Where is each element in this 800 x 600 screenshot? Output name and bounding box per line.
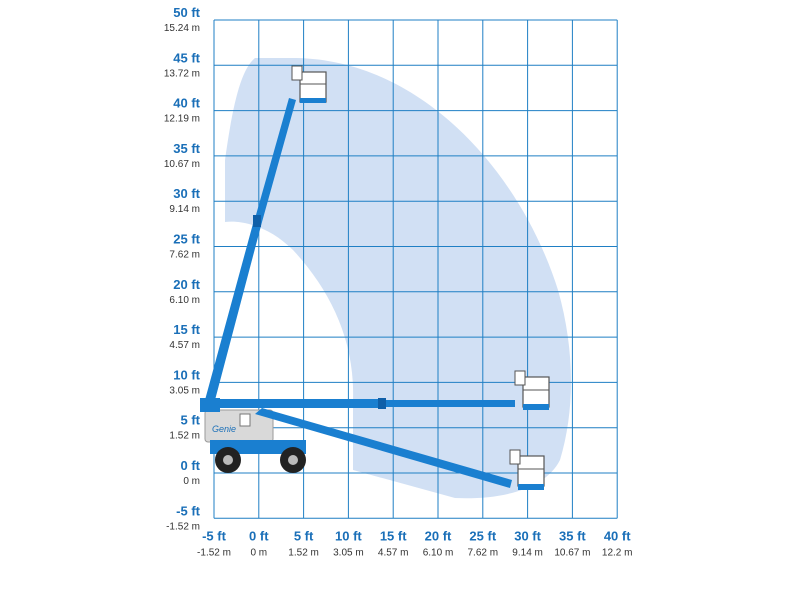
- boom-raised-upper-section: [254, 98, 296, 222]
- platform-horizontal-floor: [523, 404, 549, 410]
- chassis-panel: [239, 413, 251, 427]
- x-tick-label-ft: 30 ft: [514, 528, 541, 543]
- boom-horizontal: [205, 398, 515, 409]
- y-tick-label-m: 12.19 m: [164, 114, 200, 125]
- boom-horizontal-joint: [378, 398, 386, 409]
- y-tick-label-m: 15.24 m: [164, 23, 200, 34]
- platform-top: [291, 65, 327, 103]
- y-tick-label-m: 7.62 m: [169, 250, 200, 261]
- platform-lowered-basket: [517, 455, 545, 487]
- x-tick-label-m: 1.52 m: [288, 547, 319, 558]
- y-tick-label-m: 0 m: [183, 476, 200, 487]
- wheel-right-hub: [288, 455, 298, 465]
- y-tick-label-m: 9.14 m: [169, 204, 200, 215]
- y-tick-label-m: 10.67 m: [164, 159, 200, 170]
- y-tick-label-m: 6.10 m: [169, 295, 200, 306]
- x-tick-label-ft: 25 ft: [469, 528, 496, 543]
- x-tick-label-ft: 15 ft: [380, 528, 407, 543]
- platform-lowered-floor: [518, 484, 544, 490]
- x-tick-label-m: 6.10 m: [423, 547, 454, 558]
- platform-top-basket: [299, 71, 327, 103]
- y-tick-label-ft: 5 ft: [181, 413, 201, 428]
- x-tick-label-ft: -5 ft: [202, 528, 227, 543]
- platform-horizontal: [514, 370, 550, 410]
- x-tick-label-ft: 0 ft: [249, 528, 269, 543]
- y-tick-label-ft: 50 ft: [173, 5, 200, 20]
- x-tick-label-m: 10.67 m: [554, 547, 590, 558]
- y-tick-label-m: 4.57 m: [169, 340, 200, 351]
- x-tick-label-ft: 10 ft: [335, 528, 362, 543]
- y-tick-label-ft: 40 ft: [173, 96, 200, 111]
- x-tick-label-m: 12.2 m: [602, 547, 633, 558]
- y-tick-label-ft: 10 ft: [173, 367, 200, 382]
- y-tick-label-m: -1.52 m: [166, 521, 200, 532]
- x-tick-label-m: 3.05 m: [333, 547, 364, 558]
- wheel-left-hub: [223, 455, 233, 465]
- y-tick-label-m: 13.72 m: [164, 68, 200, 79]
- y-axis-labels: 50 ft 15.24 m 45 ft 13.72 m 40 ft 12.19 m 35 f…: [164, 5, 201, 532]
- x-tick-label-m: 4.57 m: [378, 547, 409, 558]
- boom-raised-joint: [253, 215, 261, 227]
- grid: [213, 19, 618, 519]
- boom-lowered-section: [255, 408, 512, 488]
- x-tick-label-ft: 20 ft: [425, 528, 452, 543]
- x-tick-label-m: -1.52 m: [197, 547, 231, 558]
- x-axis-labels: -5 ft -1.52 m 0 ft 0 m 5 ft 1.52 m 10 ft 3.05 m…: [197, 528, 632, 558]
- y-tick-label-ft: -5 ft: [176, 503, 201, 518]
- machine-logo: Genie: [212, 424, 236, 434]
- x-tick-label-m: 0 m: [250, 547, 267, 558]
- machine-chassis: Genie: [200, 398, 306, 473]
- x-tick-label-ft: 40 ft: [604, 528, 631, 543]
- x-tick-label-m: 7.62 m: [468, 547, 499, 558]
- platform-top-control: [291, 65, 303, 81]
- y-tick-label-ft: 45 ft: [173, 50, 200, 65]
- y-tick-label-m: 3.05 m: [169, 385, 200, 396]
- boom-lowered: [255, 408, 512, 488]
- y-tick-label-m: 1.52 m: [169, 431, 200, 442]
- boom-raised: [205, 98, 296, 400]
- working-envelope-area: [225, 58, 572, 499]
- y-tick-label-ft: 30 ft: [173, 186, 200, 201]
- x-tick-label-ft: 5 ft: [294, 528, 314, 543]
- platform-horizontal-basket: [522, 376, 550, 408]
- y-tick-label-ft: 25 ft: [173, 232, 200, 247]
- y-tick-label-ft: 0 ft: [181, 458, 201, 473]
- y-tick-label-ft: 35 ft: [173, 141, 200, 156]
- platform-lowered-control: [509, 449, 521, 465]
- platform-horizontal-control: [514, 370, 526, 386]
- boom-horizontal-section-2: [385, 400, 515, 407]
- boom-horizontal-section-1: [205, 399, 385, 408]
- x-tick-label-ft: 35 ft: [559, 528, 586, 543]
- x-tick-label-m: 9.14 m: [512, 547, 543, 558]
- boom-raised-lower-section: [205, 220, 262, 400]
- y-tick-label-ft: 20 ft: [173, 277, 200, 292]
- platform-top-floor: [300, 98, 326, 103]
- platform-lowered: [509, 449, 545, 490]
- y-tick-label-ft: 15 ft: [173, 322, 200, 337]
